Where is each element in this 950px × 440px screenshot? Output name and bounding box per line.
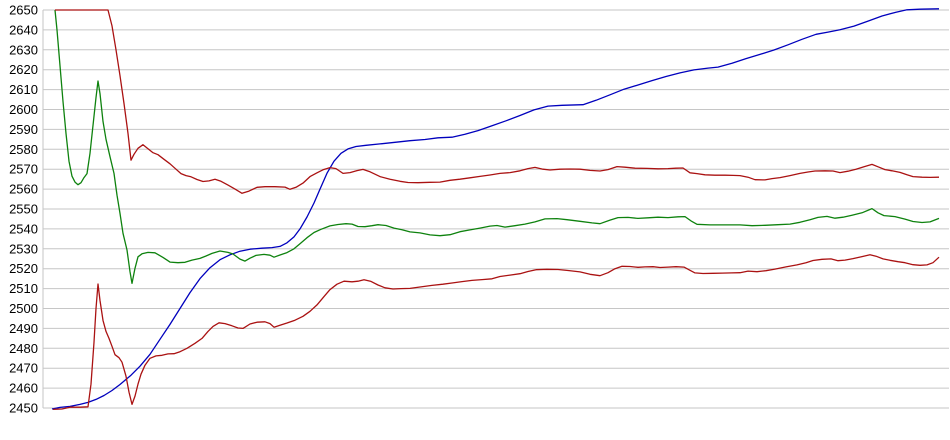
y-tick-label: 2600 (9, 102, 38, 117)
y-tick-label: 2520 (9, 261, 38, 276)
y-tick-label: 2630 (9, 42, 38, 57)
y-tick-label: 2540 (9, 221, 38, 236)
y-tick-label: 2480 (9, 341, 38, 356)
green-line (54, 9, 940, 285)
y-tick-label: 2560 (9, 182, 38, 197)
y-tick-label: 2580 (9, 142, 38, 157)
y-tick-label: 2640 (9, 22, 38, 37)
blue-line (51, 8, 940, 410)
y-tick-label: 2510 (9, 281, 38, 296)
y-tick-label: 2610 (9, 82, 38, 97)
y-tick-label: 2590 (9, 122, 38, 137)
y-tick-label: 2500 (9, 301, 38, 316)
y-tick-label: 2550 (9, 202, 38, 217)
y-tick-label: 2570 (9, 162, 38, 177)
red-upper-line (55, 9, 940, 194)
y-tick-label: 2650 (9, 3, 38, 18)
y-tick-label: 2530 (9, 241, 38, 256)
y-tick-label: 2460 (9, 381, 38, 396)
y-tick-label: 2450 (9, 401, 38, 416)
y-tick-label: 2490 (9, 321, 38, 336)
red-lower-line (52, 254, 940, 411)
y-tick-label: 2620 (9, 62, 38, 77)
y-tick-label: 2470 (9, 361, 38, 376)
